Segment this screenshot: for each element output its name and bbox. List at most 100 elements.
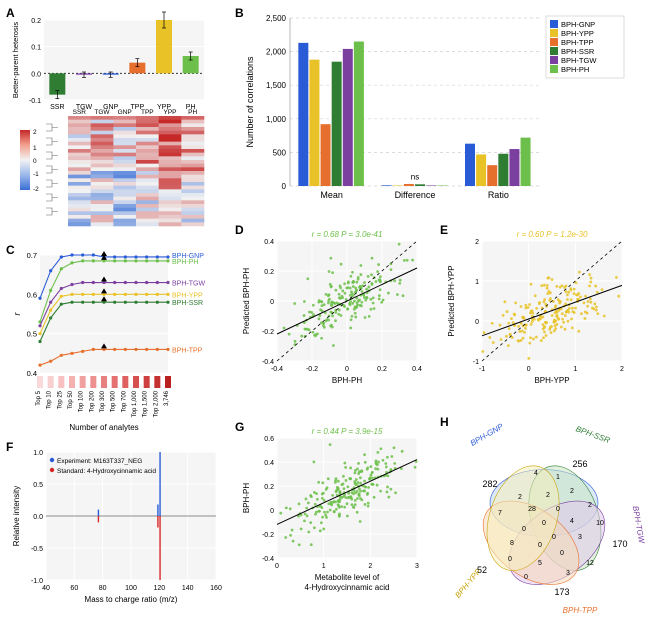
panel-e-svg: -1012-1012r = 0.60 P = 1.2e-30BPH-YPPPre… bbox=[440, 223, 635, 398]
svg-text:-0.4: -0.4 bbox=[262, 556, 274, 563]
svg-text:0.4: 0.4 bbox=[412, 366, 422, 373]
panel-b-label: B bbox=[235, 6, 244, 20]
svg-text:Number of correlations: Number of correlations bbox=[245, 56, 255, 148]
svg-text:-1: -1 bbox=[479, 366, 485, 373]
svg-text:TGW: TGW bbox=[94, 109, 110, 116]
svg-text:1: 1 bbox=[573, 366, 577, 373]
svg-text:0.2: 0.2 bbox=[264, 269, 274, 276]
svg-text:PH: PH bbox=[188, 109, 197, 116]
panel-d: D -0.4-0.200.20.4-0.4-0.200.20.4r = 0.68… bbox=[235, 223, 430, 398]
svg-text:1: 1 bbox=[33, 145, 37, 152]
svg-text:Experiment: M163T337_NEG: Experiment: M163T337_NEG bbox=[57, 458, 142, 465]
svg-text:BPH-PH: BPH-PH bbox=[242, 483, 251, 513]
svg-text:0: 0 bbox=[345, 366, 349, 373]
svg-text:0.2: 0.2 bbox=[264, 484, 274, 491]
svg-text:0: 0 bbox=[556, 506, 560, 513]
svg-text:1: 1 bbox=[556, 474, 560, 481]
svg-text:0.6: 0.6 bbox=[27, 290, 37, 299]
svg-text:Ratio: Ratio bbox=[488, 190, 509, 200]
svg-text:3,746: 3,746 bbox=[164, 390, 170, 406]
svg-text:BPH-TPP: BPH-TPP bbox=[172, 347, 203, 354]
panel-g-svg: 0123-0.4-0.200.20.40.6r = 0.44 P = 3.9e-… bbox=[235, 420, 430, 615]
svg-text:-0.2: -0.2 bbox=[262, 329, 274, 336]
svg-text:Difference: Difference bbox=[395, 190, 436, 200]
svg-text:80: 80 bbox=[99, 585, 107, 592]
svg-text:2: 2 bbox=[588, 502, 592, 509]
svg-text:0: 0 bbox=[542, 520, 546, 527]
svg-text:Better-parent heterosis: Better-parent heterosis bbox=[11, 22, 20, 99]
svg-text:-1.0: -1.0 bbox=[31, 578, 43, 585]
panel-d-label: D bbox=[235, 223, 244, 237]
svg-text:2: 2 bbox=[368, 563, 372, 570]
svg-text:12: 12 bbox=[586, 560, 594, 567]
svg-text:Predicted BPH-YPP: Predicted BPH-YPP bbox=[447, 265, 456, 336]
svg-text:BPH-SSR: BPH-SSR bbox=[561, 47, 595, 56]
svg-text:160: 160 bbox=[210, 585, 222, 592]
svg-text:Number of analytes: Number of analytes bbox=[69, 423, 138, 432]
panel-c-svg: 0.40.50.60.7Top 5Top 10Top 25Top 50Top 1… bbox=[6, 243, 226, 438]
svg-text:YPP: YPP bbox=[163, 109, 176, 116]
svg-text:0.0: 0.0 bbox=[33, 514, 43, 521]
svg-text:BPH-SSR: BPH-SSR bbox=[172, 300, 203, 307]
svg-text:0.4: 0.4 bbox=[264, 239, 274, 246]
svg-text:256: 256 bbox=[572, 459, 587, 469]
svg-text:Top 50: Top 50 bbox=[68, 390, 74, 409]
svg-text:1,500: 1,500 bbox=[266, 81, 287, 90]
svg-text:BPH-PH: BPH-PH bbox=[172, 259, 198, 266]
svg-text:Top 5: Top 5 bbox=[36, 390, 42, 405]
svg-text:173: 173 bbox=[554, 587, 569, 597]
panel-f: F 406080100120140160-1.0-0.50.00.51.0Exp… bbox=[6, 440, 226, 615]
svg-text:0.5: 0.5 bbox=[27, 330, 37, 339]
svg-text:2: 2 bbox=[570, 488, 574, 495]
svg-text:170: 170 bbox=[612, 539, 627, 549]
panel-b: B 05001,0001,5002,0002,500MeanDifference… bbox=[235, 6, 635, 206]
svg-text:0.2: 0.2 bbox=[31, 18, 41, 25]
svg-text:BPH-PH: BPH-PH bbox=[561, 65, 589, 74]
svg-text:BPH-TPP: BPH-TPP bbox=[561, 38, 594, 47]
svg-text:4-Hydroxycinnamic acid: 4-Hydroxycinnamic acid bbox=[305, 583, 390, 592]
svg-text:Mean: Mean bbox=[320, 190, 343, 200]
svg-text:0.4: 0.4 bbox=[264, 460, 274, 467]
svg-text:Relative intensity: Relative intensity bbox=[12, 486, 21, 546]
svg-text:0: 0 bbox=[560, 550, 564, 557]
panel-g: G 0123-0.4-0.200.20.40.6r = 0.44 P = 3.9… bbox=[235, 420, 430, 615]
svg-text:-0.5: -0.5 bbox=[31, 546, 43, 553]
svg-text:ns: ns bbox=[411, 172, 419, 181]
svg-text:40: 40 bbox=[42, 585, 50, 592]
svg-text:Top 25: Top 25 bbox=[57, 390, 63, 409]
svg-text:0: 0 bbox=[282, 182, 287, 191]
svg-text:1.0: 1.0 bbox=[33, 450, 43, 457]
svg-text:BPH-YPP: BPH-YPP bbox=[534, 376, 569, 385]
panel-a-label: A bbox=[6, 6, 15, 20]
svg-text:-0.4: -0.4 bbox=[271, 366, 283, 373]
svg-text:7: 7 bbox=[498, 510, 502, 517]
svg-text:BPH-YPP: BPH-YPP bbox=[172, 292, 203, 299]
panel-a: A -0.10.00.10.2SSRTGWGNPTPPYPPPHBetter-p… bbox=[6, 6, 206, 236]
svg-text:0: 0 bbox=[524, 574, 528, 581]
svg-text:-2: -2 bbox=[33, 186, 39, 193]
svg-text:3: 3 bbox=[578, 534, 582, 541]
svg-text:Top 100: Top 100 bbox=[79, 390, 85, 412]
svg-text:0: 0 bbox=[270, 508, 274, 515]
panel-h-label: H bbox=[440, 415, 449, 429]
svg-text:Top 300: Top 300 bbox=[100, 390, 106, 412]
svg-text:-1: -1 bbox=[473, 359, 479, 366]
svg-text:2: 2 bbox=[546, 492, 550, 499]
svg-text:Top 200: Top 200 bbox=[89, 390, 95, 412]
panel-c-label: C bbox=[6, 243, 15, 257]
svg-text:500: 500 bbox=[273, 148, 287, 157]
svg-text:BPH-PH: BPH-PH bbox=[332, 376, 362, 385]
svg-text:4: 4 bbox=[570, 518, 574, 525]
svg-text:r = 0.44 P = 3.9e-15: r = 0.44 P = 3.9e-15 bbox=[312, 427, 383, 436]
svg-text:282: 282 bbox=[482, 479, 497, 489]
svg-text:Metabolite level of: Metabolite level of bbox=[315, 573, 380, 582]
svg-text:Top 1,000: Top 1,000 bbox=[132, 390, 138, 417]
svg-text:Top 500: Top 500 bbox=[111, 390, 117, 412]
svg-text:2,000: 2,000 bbox=[266, 48, 287, 57]
svg-text:28: 28 bbox=[528, 506, 536, 513]
svg-text:0.5: 0.5 bbox=[33, 482, 43, 489]
panel-b-svg: 05001,0001,5002,0002,500MeanDifferencens… bbox=[235, 6, 635, 206]
svg-text:Top 2,000: Top 2,000 bbox=[153, 390, 159, 417]
svg-text:SSR: SSR bbox=[50, 104, 64, 111]
svg-text:0: 0 bbox=[508, 556, 512, 563]
